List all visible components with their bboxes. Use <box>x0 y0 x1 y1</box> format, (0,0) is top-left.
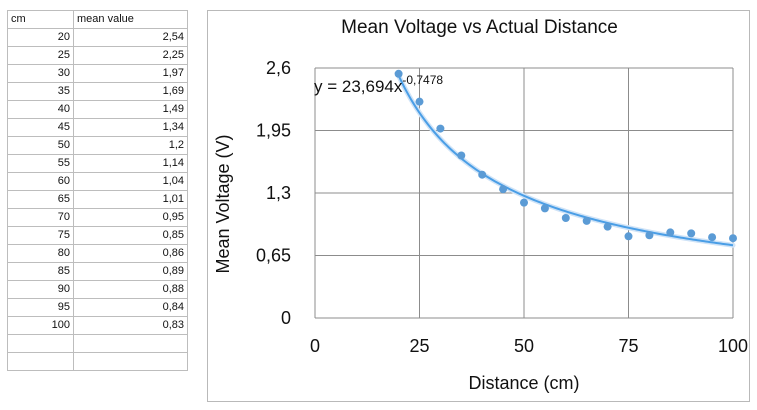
table-row: 20 2,54 <box>7 28 188 47</box>
cell-distance[interactable]: 60 <box>7 172 74 191</box>
data-point <box>478 170 487 179</box>
x-tick-label: 25 <box>409 336 429 356</box>
table-row: 85 0,89 <box>7 262 188 281</box>
table-row: 95 0,84 <box>7 298 188 317</box>
cell-distance[interactable]: 65 <box>7 190 74 209</box>
data-point <box>582 216 591 225</box>
cell-distance[interactable]: 85 <box>7 262 74 281</box>
cell-distance[interactable]: 30 <box>7 64 74 83</box>
cell-mean-value[interactable]: 1,49 <box>73 100 188 119</box>
y-tick-label: 1,95 <box>256 121 291 141</box>
y-tick-label: 1,3 <box>266 183 291 203</box>
cell-distance[interactable]: 75 <box>7 226 74 245</box>
cell-distance[interactable]: 50 <box>7 136 74 155</box>
table-row: 65 1,01 <box>7 190 188 209</box>
column-header-cm[interactable]: cm <box>7 10 74 29</box>
data-point <box>561 214 570 222</box>
data-point <box>457 151 466 160</box>
table-row: 50 1,2 <box>7 136 188 155</box>
cell-distance[interactable]: 80 <box>7 244 74 263</box>
cell-mean-value[interactable]: 1,69 <box>73 82 188 101</box>
x-tick-label: 75 <box>618 336 638 356</box>
x-tick-label: 50 <box>514 336 534 356</box>
empty-cell[interactable] <box>73 351 188 371</box>
table-row-empty <box>7 334 188 353</box>
table-body: 20 2,54 25 2,25 30 1,97 35 1,69 40 1,49 45 1,34 50 1,… <box>7 28 188 371</box>
empty-cell[interactable] <box>7 351 74 371</box>
data-point <box>645 231 654 240</box>
table-row: 25 2,25 <box>7 46 188 65</box>
column-header-mean-value[interactable]: mean value <box>73 10 188 29</box>
chart-title: Mean Voltage vs Actual Distance <box>341 17 618 38</box>
y-axis-label: Mean Voltage (V) <box>213 134 233 274</box>
data-point <box>666 228 675 237</box>
cell-distance[interactable]: 90 <box>7 280 74 299</box>
table-row: 90 0,88 <box>7 280 188 299</box>
table-row-empty <box>7 351 188 371</box>
cell-distance[interactable]: 35 <box>7 82 74 101</box>
data-point <box>436 124 445 133</box>
table-header-row: cm mean value <box>7 10 188 29</box>
cell-mean-value[interactable]: 1,14 <box>73 154 188 173</box>
data-point <box>603 222 612 231</box>
x-axis-label: Distance (cm) <box>468 373 580 393</box>
table-row: 55 1,14 <box>7 154 188 173</box>
trendline <box>397 75 734 247</box>
cell-distance[interactable]: 20 <box>7 28 74 47</box>
table-row: 75 0,85 <box>7 226 188 245</box>
cell-distance[interactable]: 40 <box>7 100 74 119</box>
cell-mean-value[interactable]: 1,01 <box>73 190 188 209</box>
empty-cell[interactable] <box>73 334 188 353</box>
trendline-equation-base: y = 23,694x <box>314 77 403 96</box>
table-row: 30 1,97 <box>7 64 188 83</box>
cell-distance[interactable]: 25 <box>7 46 74 65</box>
y-tick-label: 0,65 <box>256 246 291 266</box>
trendline-equation-exponent: -0,7478 <box>402 73 444 87</box>
cell-mean-value[interactable]: 0,86 <box>73 244 188 263</box>
cell-mean-value[interactable]: 0,89 <box>73 262 188 281</box>
table-row: 60 1,04 <box>7 172 188 191</box>
empty-cell[interactable] <box>7 334 74 353</box>
cell-mean-value[interactable]: 1,04 <box>73 172 188 191</box>
cell-mean-value[interactable]: 0,84 <box>73 298 188 317</box>
data-point <box>520 198 528 207</box>
y-tick-label: 0 <box>281 308 291 328</box>
cell-mean-value[interactable]: 1,2 <box>73 136 188 155</box>
cell-mean-value[interactable]: 2,25 <box>73 46 188 65</box>
table-row: 70 0,95 <box>7 208 188 227</box>
trendline-equation: y = 23,694x-0,7478 <box>314 73 443 97</box>
cell-mean-value[interactable]: 1,97 <box>73 64 188 83</box>
cell-mean-value[interactable]: 0,95 <box>73 208 188 227</box>
cell-distance[interactable]: 45 <box>7 118 74 137</box>
x-tick-label: 0 <box>310 336 320 356</box>
data-point <box>729 234 737 243</box>
cell-distance[interactable]: 95 <box>7 298 74 317</box>
data-point <box>415 97 424 106</box>
data-point <box>687 229 696 238</box>
cell-mean-value[interactable]: 0,85 <box>73 226 188 245</box>
data-point <box>708 233 717 242</box>
data-point <box>540 204 549 213</box>
data-point <box>624 232 633 241</box>
cell-mean-value[interactable]: 0,88 <box>73 280 188 299</box>
chart-plot: 0 0,65 1,3 1,95 2,6 0 25 50 75 100 <box>256 58 748 356</box>
data-point <box>394 69 403 78</box>
table-row: 35 1,69 <box>7 82 188 101</box>
table-row: 80 0,86 <box>7 244 188 263</box>
cell-mean-value[interactable]: 2,54 <box>73 28 188 47</box>
chart-panel[interactable]: 0 0,65 1,3 1,95 2,6 0 25 50 75 100 Mean Voltage v… <box>207 10 750 402</box>
table-row: 100 0,83 <box>7 316 188 335</box>
table-row: 40 1,49 <box>7 100 188 119</box>
table-row: 45 1,34 <box>7 118 188 137</box>
cell-distance[interactable]: 70 <box>7 208 74 227</box>
y-tick-label: 2,6 <box>266 58 291 78</box>
cell-mean-value[interactable]: 1,34 <box>73 118 188 137</box>
data-table: cm mean value 20 2,54 25 2,25 30 1,97 35 1,69 40… <box>7 10 188 371</box>
cell-mean-value[interactable]: 0,83 <box>73 316 188 335</box>
cell-distance[interactable]: 55 <box>7 154 74 173</box>
data-point <box>499 185 508 194</box>
cell-distance[interactable]: 100 <box>7 316 74 335</box>
x-tick-label: 100 <box>718 336 748 356</box>
